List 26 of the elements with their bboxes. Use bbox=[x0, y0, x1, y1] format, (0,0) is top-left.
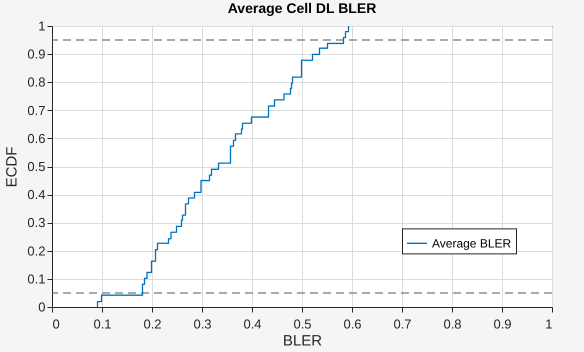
y-tick-label: 0.1 bbox=[27, 271, 46, 286]
chart-title: Average Cell DL BLER bbox=[228, 0, 376, 16]
x-tick-label: 0.2 bbox=[143, 316, 162, 332]
x-tick-label: 0.4 bbox=[243, 316, 262, 332]
x-tick-label: 0.1 bbox=[93, 316, 112, 332]
y-tick-label: 0.5 bbox=[27, 159, 46, 174]
y-tick-label: 0.6 bbox=[27, 130, 46, 146]
y-tick-label: 0.9 bbox=[27, 46, 46, 62]
x-tick-label: 0.8 bbox=[443, 316, 462, 332]
x-tick-label: 0.3 bbox=[193, 316, 212, 332]
x-axis-title: BLER bbox=[282, 332, 322, 350]
x-tick-label: 0.7 bbox=[393, 316, 412, 332]
x-tick-label: 0.5 bbox=[293, 316, 312, 332]
y-tick-label: 1 bbox=[38, 18, 46, 34]
y-tick-label: 0.8 bbox=[27, 74, 46, 90]
y-tick-label: 0 bbox=[38, 300, 46, 314]
x-tick-label: 0 bbox=[52, 316, 60, 332]
x-tick-label: 0.9 bbox=[493, 316, 512, 332]
y-tick-label: 0.7 bbox=[27, 102, 46, 118]
y-tick-label: 0.2 bbox=[27, 243, 46, 258]
y-tick-label: 0.4 bbox=[27, 187, 46, 202]
y-axis-title: ECDF bbox=[3, 146, 20, 188]
x-tick-label: 0.6 bbox=[343, 316, 362, 332]
legend-label: Average BLER bbox=[432, 236, 512, 250]
y-tick-label: 0.3 bbox=[27, 215, 46, 230]
x-tick-label: 1 bbox=[545, 316, 552, 332]
